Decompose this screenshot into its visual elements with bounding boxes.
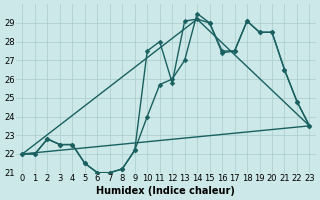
X-axis label: Humidex (Indice chaleur): Humidex (Indice chaleur)	[97, 186, 236, 196]
